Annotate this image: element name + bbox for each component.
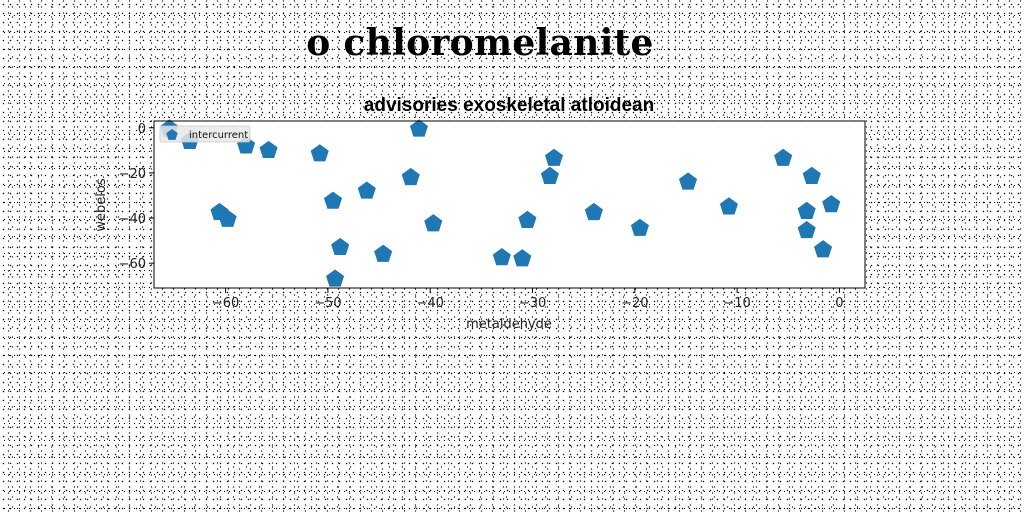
data-point [822, 195, 841, 213]
y-axis: 0 −20 −40 −60 [119, 122, 154, 272]
data-point [814, 240, 833, 258]
data-point [678, 172, 698, 190]
data-point [310, 144, 329, 162]
data-point [540, 166, 559, 184]
plot-area-background [154, 121, 865, 288]
data-point [401, 167, 420, 186]
legend-marker [166, 129, 178, 140]
x-tick-label: 0 [835, 296, 843, 311]
data-point [797, 201, 816, 219]
data-point [544, 148, 564, 166]
data-point [513, 249, 532, 267]
data-point [326, 269, 345, 287]
data-point [218, 209, 237, 227]
data-point [323, 191, 343, 209]
y-tick-label: −40 [119, 212, 146, 227]
data-point [719, 197, 738, 215]
y-axis-label: webelos [94, 178, 109, 231]
data-point [518, 210, 537, 228]
data-point [584, 202, 603, 221]
data-point [630, 218, 649, 236]
data-point [374, 244, 393, 262]
legend-label: intercurrent [189, 130, 248, 141]
x-axis-label: metaldehyde [466, 317, 552, 332]
x-axis: −60 −50 −40 −30 −20 −10 0 [212, 288, 844, 311]
x-tick-label: −60 [212, 296, 239, 311]
legend-box [159, 125, 251, 143]
data-point [774, 148, 793, 166]
page-title: o chloromelanite [306, 22, 654, 64]
plot-area-frame [153, 120, 866, 289]
x-tick-label: −10 [723, 296, 750, 311]
chart-title: advisories exoskeletal atloidean [364, 95, 654, 116]
data-point [409, 119, 428, 137]
data-point [331, 237, 350, 256]
data-point [424, 214, 443, 232]
data-point [797, 220, 816, 239]
x-tick-label: −40 [416, 296, 443, 311]
x-tick-label: −30 [519, 296, 546, 311]
y-tick-label: 0 [138, 122, 146, 137]
y-tick-label: −20 [119, 167, 146, 182]
y-tick-label: −60 [119, 257, 146, 272]
legend: intercurrent [159, 125, 251, 143]
x-tick-label: −20 [621, 296, 648, 311]
data-point [492, 248, 511, 266]
x-tick-label: −50 [314, 296, 341, 311]
data-point [259, 140, 278, 159]
data-point [802, 166, 821, 184]
data-point [357, 181, 376, 199]
